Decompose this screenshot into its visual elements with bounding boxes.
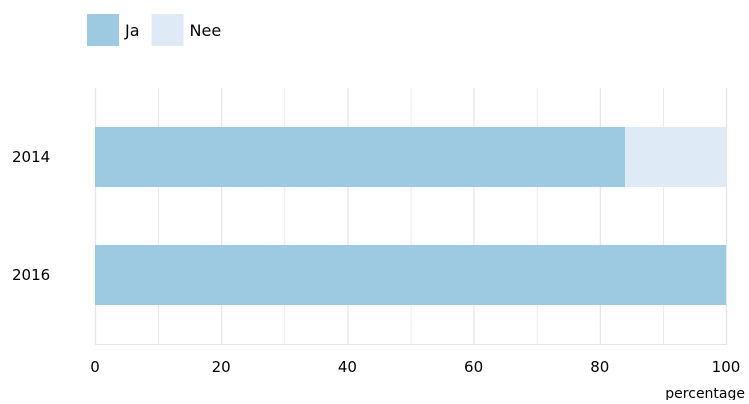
legend-swatch-ja	[87, 14, 119, 46]
legend-swatch-nee	[151, 14, 184, 46]
gridlines	[94, 88, 728, 345]
x-tick-label-0: 0	[90, 358, 100, 376]
legend: Ja Nee	[87, 14, 221, 46]
legend-label-ja: Ja	[124, 21, 140, 40]
x-tick-label-40: 40	[338, 358, 357, 376]
x-axis-ticks: 0 20 40 60 80 100	[90, 358, 740, 376]
x-axis-title: percentage	[665, 386, 745, 400]
x-tick-label-80: 80	[590, 358, 609, 376]
x-tick-label-60: 60	[464, 358, 483, 376]
y-tick-label-2014: 2014	[12, 148, 50, 166]
x-tick-label-100: 100	[712, 358, 741, 376]
bar-ja-2016	[95, 245, 726, 305]
bars	[95, 127, 726, 305]
y-axis-ticks: 2014 2016	[12, 148, 50, 284]
y-tick-label-2016: 2016	[12, 266, 50, 284]
legend-label-nee: Nee	[190, 21, 222, 40]
bar-nee-2014	[625, 127, 726, 187]
x-tick-label-20: 20	[212, 358, 231, 376]
bar-ja-2014	[95, 127, 626, 187]
